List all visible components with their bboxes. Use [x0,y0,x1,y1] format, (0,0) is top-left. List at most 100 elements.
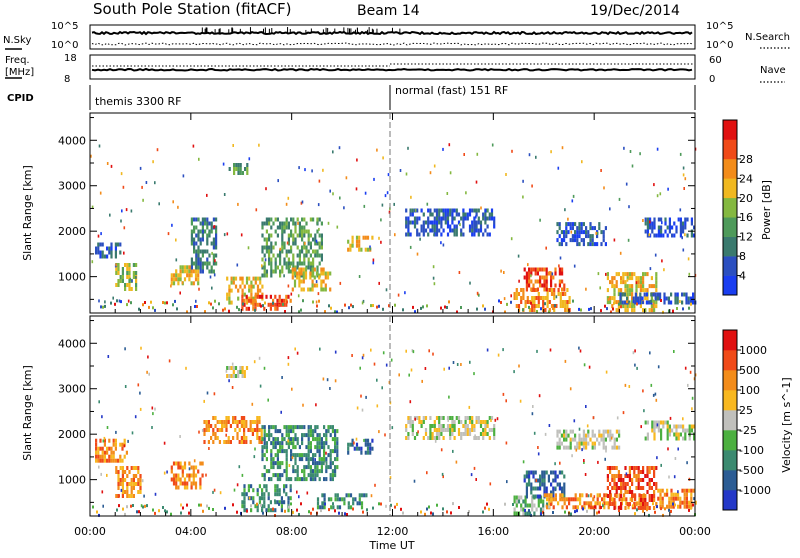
data-cell [683,496,686,501]
data-cell [225,369,228,373]
data-cell [323,461,326,466]
data-cell [124,470,127,474]
data-cell [411,424,414,428]
data-cell [190,265,193,270]
data-cell [323,505,326,510]
data-cell [240,436,243,440]
data-cell [278,492,281,497]
data-cell [688,424,691,429]
data-cell [405,216,408,221]
data-cell [206,249,209,254]
data-cell [534,271,537,276]
data-cell [123,438,126,443]
data-cell [664,221,667,226]
data-cell [612,307,614,311]
data-cell [256,276,260,281]
data-cell [213,273,216,277]
data-cell [115,470,118,474]
cpid-mode-2: normal (fast) 151 RF [395,84,508,97]
data-cell [193,237,196,242]
data-cell [568,296,571,300]
data-cell [452,361,455,364]
data-cell [216,436,219,440]
data-cell [407,232,410,237]
data-cell [692,488,695,493]
data-cell [642,502,645,506]
data-cell [270,217,273,222]
data-cell [675,432,678,437]
data-cell [615,437,618,442]
data-cell [388,380,391,384]
data-cell [100,305,102,309]
data-cell [390,358,393,362]
data-cell [547,478,550,483]
data-cell [484,432,487,436]
data-cell [559,256,562,260]
data-cell [650,292,653,297]
data-cell [128,271,131,275]
data-cell [281,376,283,379]
data-cell [234,366,238,370]
data-cell [232,436,235,440]
data-cell [279,247,281,251]
data-cell [458,506,460,509]
data-cell [444,216,447,221]
data-cell [196,305,198,308]
data-cell [177,205,179,209]
data-cell [655,482,658,486]
data-cell [668,309,670,313]
data-cell [112,438,115,443]
data-cell [336,429,339,434]
data-cell [276,465,279,470]
data-cell [613,445,616,450]
data-cell [624,490,627,494]
data-cell [214,432,217,436]
data-cell [316,265,319,270]
data-cell [225,416,228,420]
data-cell [130,287,133,291]
data-cell [690,302,692,306]
data-cell [234,374,238,378]
data-cell [126,271,129,275]
data-cell [270,457,273,462]
data-cell [274,473,277,478]
data-cell [281,449,284,454]
data-cell [121,466,124,470]
data-cell [576,238,579,243]
data-cell [102,504,104,508]
data-cell [245,276,249,281]
data-cell [591,433,594,438]
data-cell [296,437,299,442]
data-cell [550,283,553,288]
data-cell [166,510,168,514]
data-cell [268,257,271,262]
data-cell [517,304,521,308]
data-cell [690,217,693,222]
data-cell [464,216,467,221]
data-cell [482,212,485,217]
data-cell [654,296,657,301]
data-cell [551,272,554,276]
data-cell [378,236,380,240]
data-cell [532,405,534,408]
data-cell [265,441,268,446]
data-cell [135,287,138,291]
data-cell [324,462,327,466]
data-cell [634,349,636,353]
data-cell [336,453,339,458]
data-cell [208,506,210,510]
data-cell [132,504,134,507]
data-cell [578,445,581,450]
data-cell [662,513,664,517]
data-cell [533,300,536,304]
data-cell [556,238,559,243]
data-cell [128,283,131,287]
data-cell [210,241,213,246]
data-cell [426,507,428,511]
data-cell [195,233,198,238]
data-cell [136,510,138,514]
data-cell [561,287,564,292]
data-cell [256,424,259,428]
data-cell [323,445,326,450]
data-cell [361,356,364,360]
